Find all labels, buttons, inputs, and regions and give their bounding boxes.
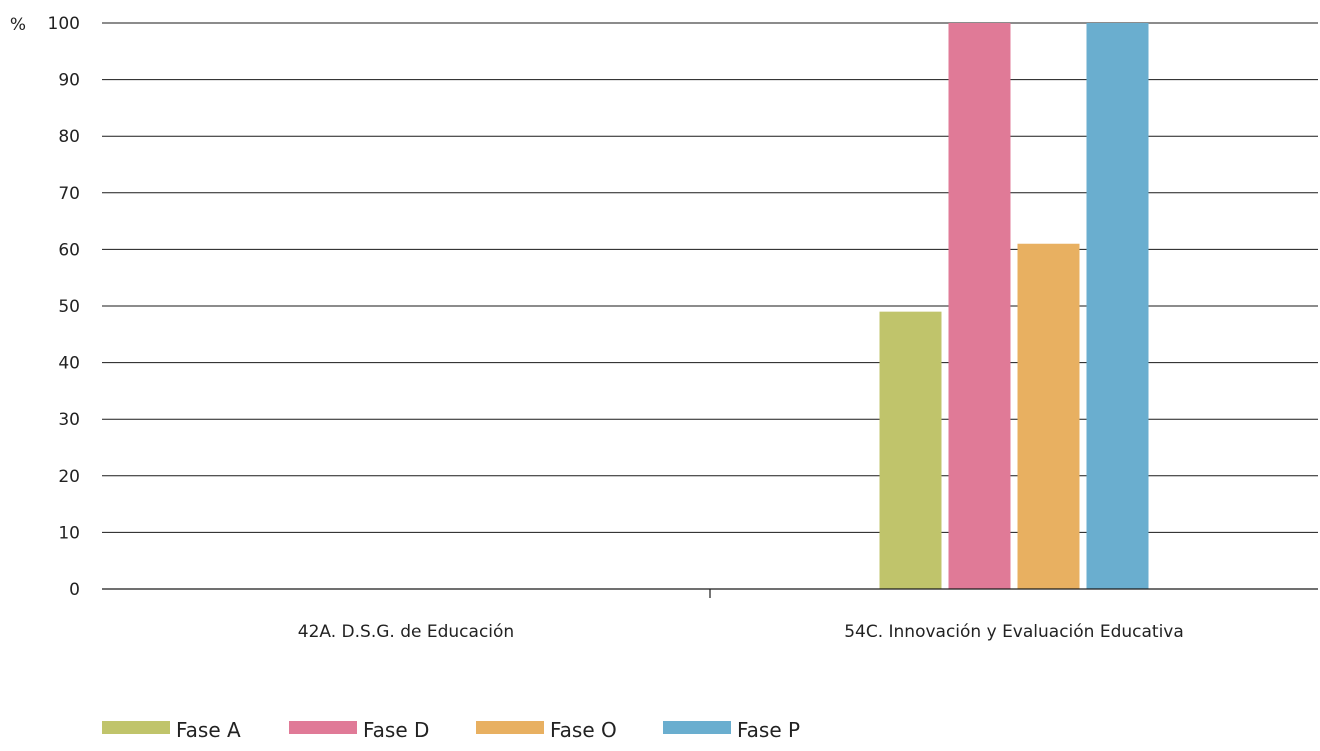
bar-fase-p <box>1086 23 1149 589</box>
bar-fase-d <box>948 23 1011 589</box>
y-tick-label: 40 <box>58 354 80 374</box>
x-category-label: 42A. D.S.G. de Educación <box>298 622 514 642</box>
y-axis-unit-label: % <box>10 15 26 35</box>
legend-swatch <box>476 721 544 734</box>
legend: Fase A Fase D Fase O Fase P <box>102 718 800 742</box>
bars <box>879 23 1149 590</box>
y-tick-label: 20 <box>58 467 80 487</box>
legend-label: Fase D <box>363 718 429 742</box>
y-tick-label: 90 <box>58 71 80 91</box>
y-tick-label: 80 <box>58 127 80 147</box>
y-tick-label: 70 <box>58 184 80 204</box>
y-tick-label: 50 <box>58 297 80 317</box>
legend-label: Fase P <box>737 718 800 742</box>
bar-fase-a <box>879 311 942 589</box>
y-tick-label: 60 <box>58 240 80 260</box>
legend-label: Fase O <box>550 718 617 742</box>
legend-swatch <box>289 721 357 734</box>
y-tick-label: 0 <box>69 580 80 600</box>
legend-swatch <box>663 721 731 734</box>
bar-fase-o <box>1017 243 1080 590</box>
legend-label: Fase A <box>176 718 241 742</box>
y-tick-label: 100 <box>48 14 80 34</box>
x-axis <box>102 588 1318 598</box>
x-category-label: 54C. Innovación y Evaluación Educativa <box>844 622 1184 642</box>
y-axis-ticks: 0 10 20 30 40 50 60 70 80 90 100 <box>48 14 80 600</box>
x-axis-categories: 42A. D.S.G. de Educación 54C. Innovación … <box>298 622 1184 642</box>
legend-swatch <box>102 721 170 734</box>
y-tick-label: 30 <box>58 410 80 430</box>
y-tick-label: 10 <box>58 523 80 543</box>
